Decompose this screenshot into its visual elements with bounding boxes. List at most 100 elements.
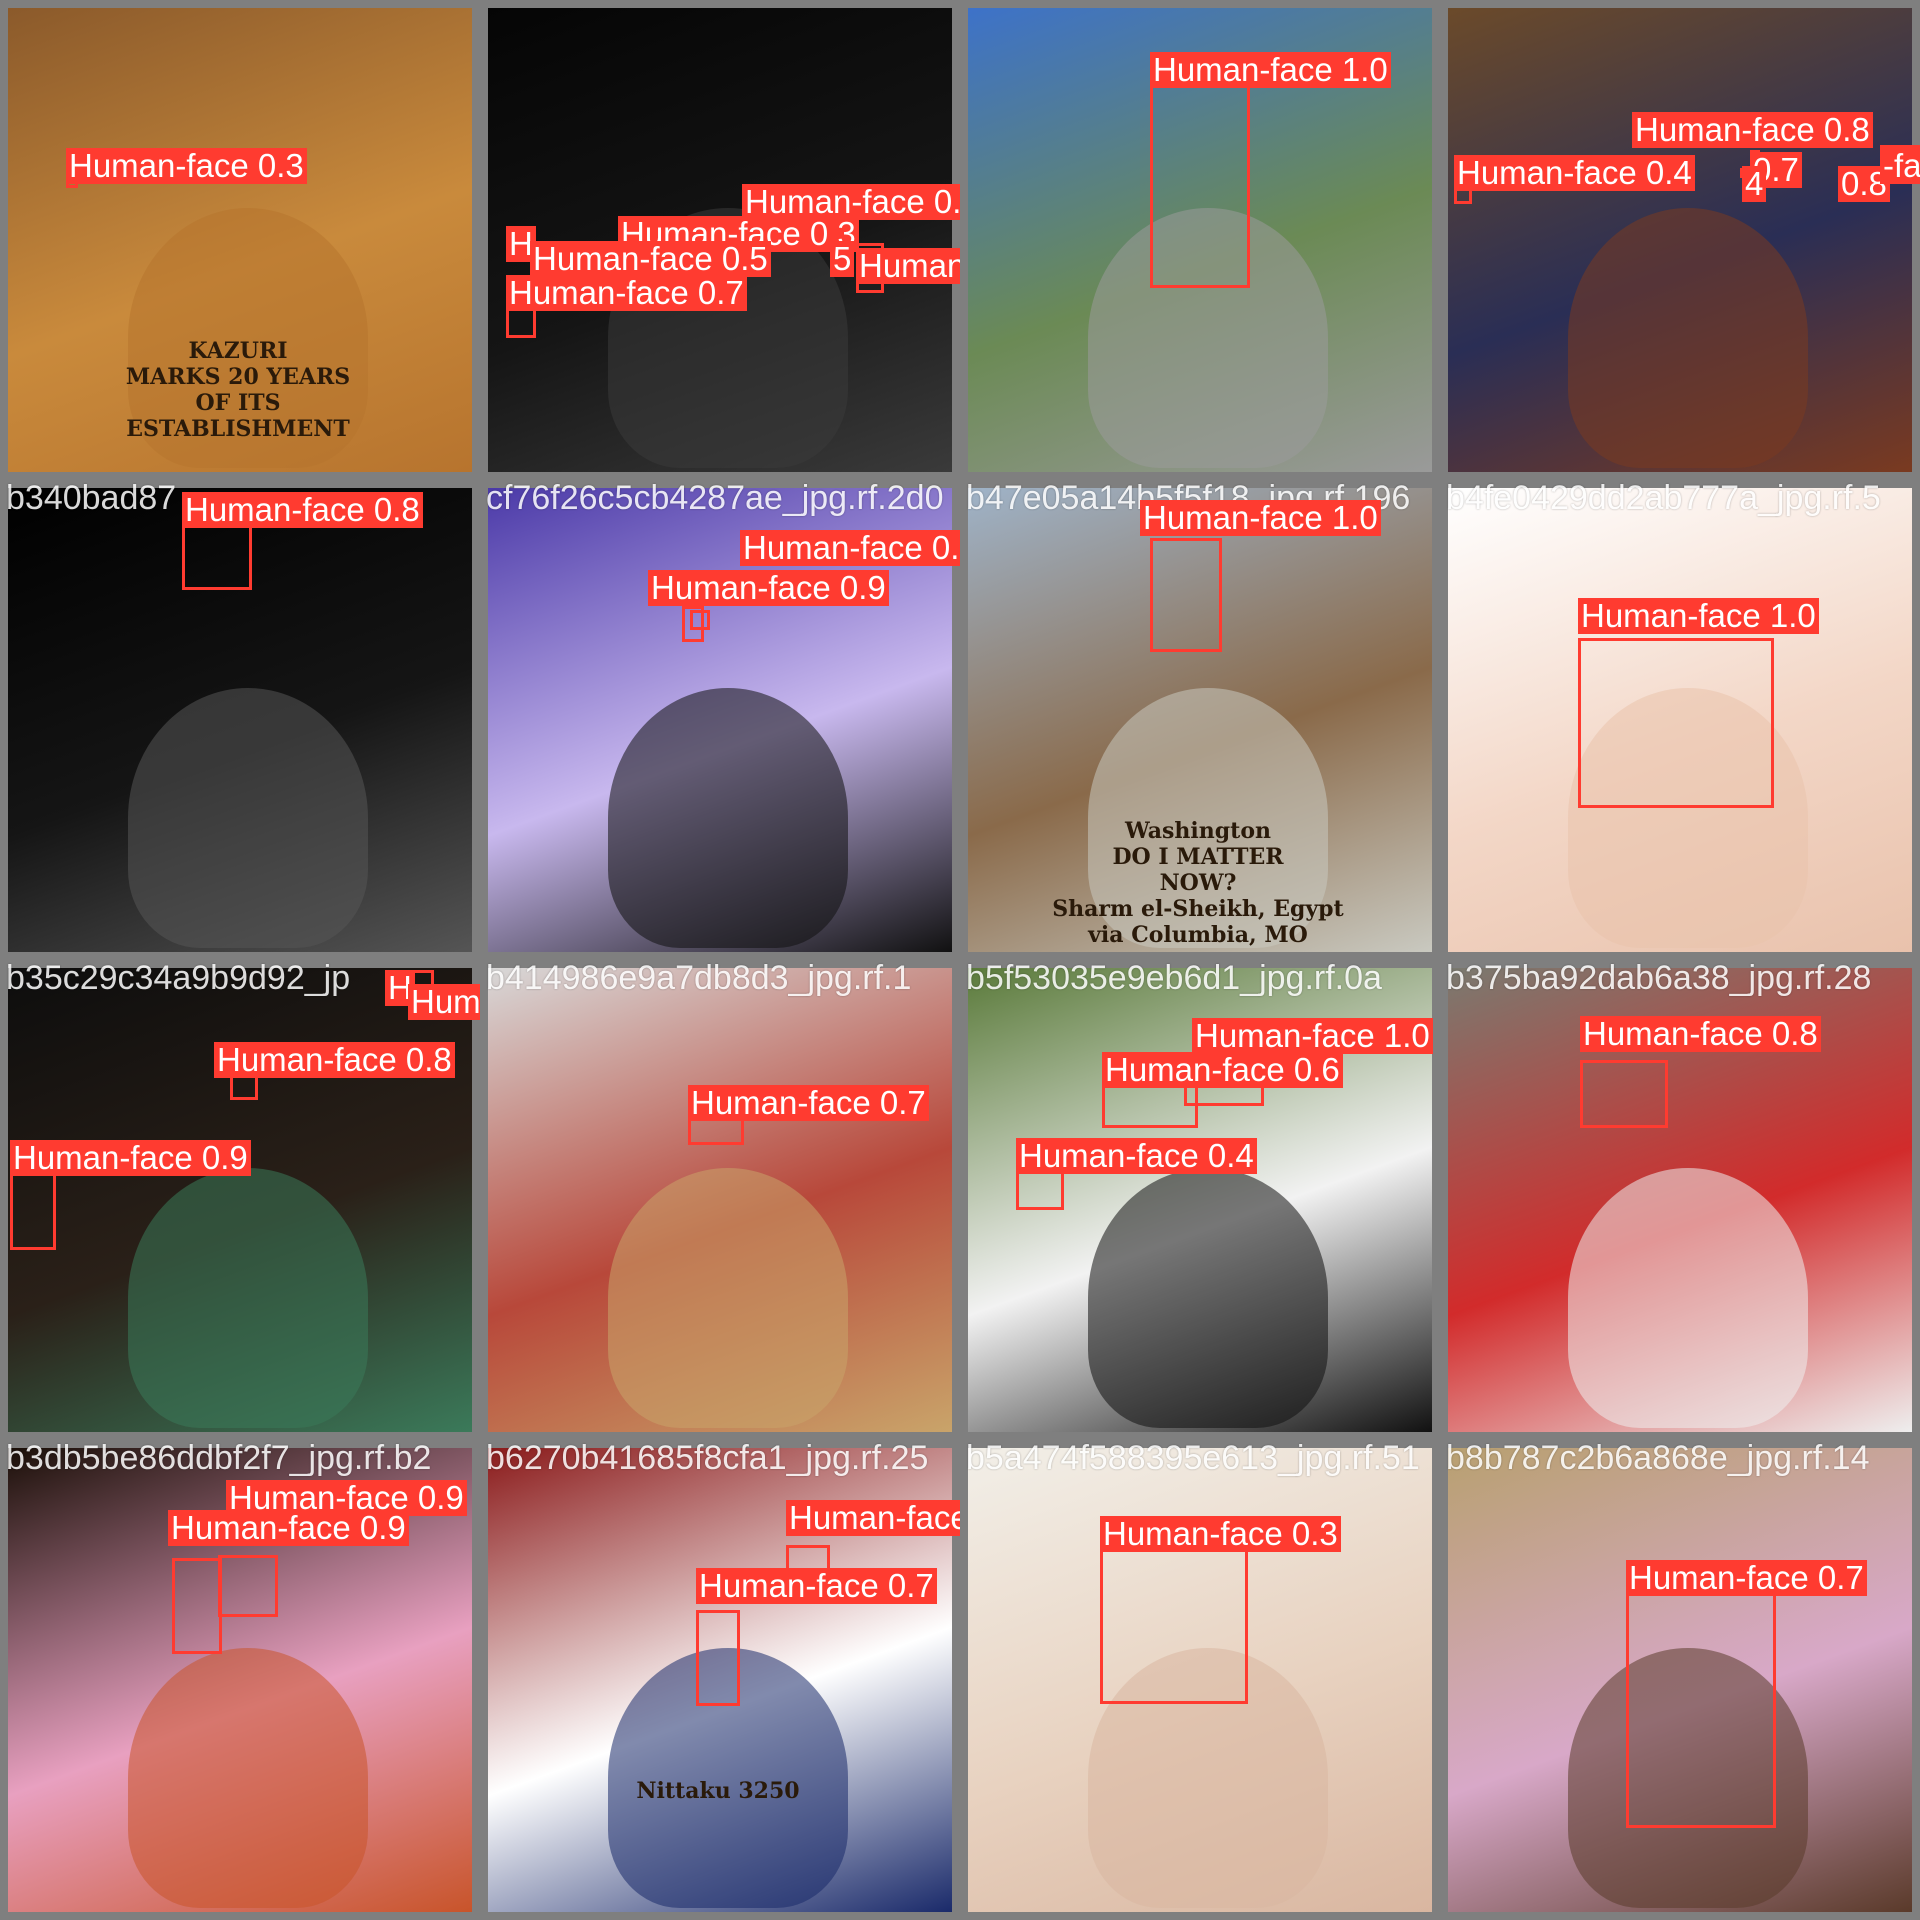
image-tile: Human-face 1.0 xyxy=(960,0,1440,480)
detection-label: Human-face 0.4 xyxy=(1016,1138,1257,1174)
detection-label: Human-face 0.9 xyxy=(648,570,889,606)
scene-text-line: DO I MATTER xyxy=(1112,844,1284,870)
image-tile: b8b787c2b6a868e_jpg.rf.14 Human-face 0.7 xyxy=(1440,1440,1920,1920)
tile-photo: Washington DO I MATTER NOW? Sharm el-Sheikh… xyxy=(968,488,1432,952)
image-filename: b5a474f588395e613_jpg.rf.51 xyxy=(966,1440,1420,1477)
scene-blob xyxy=(128,1648,368,1908)
scene-text: Nittaku 3250 xyxy=(568,1778,868,1804)
detection-label: Human-face 0.8 xyxy=(1632,112,1873,148)
image-filename: b340bad87 xyxy=(6,480,177,517)
tile-photo xyxy=(488,968,952,1432)
scene-blob xyxy=(1088,688,1328,948)
scene-text-line: MARKS 20 YEARS xyxy=(125,364,351,390)
scene-text: Washington DO I MATTER NOW? Sharm el-Sheikh… xyxy=(1048,818,1348,948)
scene-text-line: Nittaku 3250 xyxy=(636,1778,800,1804)
detection-label: Human-face 1.0 xyxy=(1150,52,1391,88)
face-bounding-box xyxy=(1150,538,1222,652)
detection-label: Human-face 1.0 xyxy=(1192,1018,1433,1054)
detection-label: Human-face 0.9 xyxy=(786,1500,960,1536)
scene-blob xyxy=(1088,1168,1328,1428)
detection-label: Human-face 1.0 xyxy=(1140,500,1381,536)
tile-photo xyxy=(8,968,472,1432)
image-tile: Human-face 0.8 Human-face 0.3 H Human-face … xyxy=(480,0,960,480)
detection-label: -fa xyxy=(1880,148,1920,184)
detection-label: Human-face 0.8 xyxy=(182,492,423,528)
scene-blob xyxy=(1088,1648,1328,1908)
detection-label: Human-face 1.0 xyxy=(1578,598,1819,634)
detection-label: Human-face 0.7 xyxy=(1626,1560,1867,1596)
detection-label: 5 xyxy=(830,241,855,277)
tile-photo xyxy=(8,488,472,952)
image-filename: b3db5be86ddbf2f7_jpg.rf.b2 xyxy=(6,1440,432,1477)
image-tile: b375ba92dab6a38_jpg.rf.28 Human-face 0.8 xyxy=(1440,960,1920,1440)
detection-label: Human-face 0.5 xyxy=(530,241,771,277)
detection-label: Human-face 0.9 xyxy=(168,1510,409,1546)
scene-blob xyxy=(128,1168,368,1428)
detection-label: Human-face 0.3 xyxy=(1100,1516,1341,1552)
detection-label: Human-face 0.4 xyxy=(1454,155,1695,191)
detection-label: Human-face 0.7 xyxy=(506,275,747,311)
face-bounding-box xyxy=(690,610,710,630)
face-bounding-box xyxy=(1580,1060,1668,1128)
scene-text-line: via Columbia, MO xyxy=(1088,922,1308,948)
detection-label: Human-face 0.9 xyxy=(10,1140,251,1176)
image-tile: b5a474f588395e613_jpg.rf.51 Human-face 0.… xyxy=(960,1440,1440,1920)
image-tile: b3db5be86ddbf2f7_jpg.rf.b2 Human-face 0.9… xyxy=(0,1440,480,1920)
face-bounding-box xyxy=(10,1170,56,1250)
scene-blob xyxy=(1568,688,1808,948)
scene-blob xyxy=(608,1168,848,1428)
detection-label: Human-face 0.9 xyxy=(740,530,960,566)
image-tile: cf76f26c5cb4287ae_jpg.rf.2d0 Human-face 0… xyxy=(480,480,960,960)
image-filename: b6270b41685f8cfa1_jpg.rf.25 xyxy=(486,1440,929,1477)
scene-blob xyxy=(1088,208,1328,468)
detection-label: Human-face 0.6 xyxy=(1102,1052,1343,1088)
scene-text-line: OF ITS xyxy=(195,390,281,416)
image-filename: b414986e9a7db8d3_jpg.rf.1 xyxy=(486,960,912,997)
face-bounding-box xyxy=(1626,1572,1776,1828)
tile-photo: KAZURI MARKS 20 YEARS OF ITS ESTABLISHMENT xyxy=(8,8,472,472)
detection-label: Human-face 0.8 xyxy=(856,248,960,284)
scene-text-line: KAZURI xyxy=(188,338,288,364)
image-filename: b375ba92dab6a38_jpg.rf.28 xyxy=(1446,960,1872,997)
image-filename: b35c29c34a9b9d92_jp xyxy=(6,960,351,997)
face-bounding-box xyxy=(696,1610,740,1706)
face-bounding-box xyxy=(172,1558,222,1654)
scene-blob xyxy=(608,688,848,948)
image-filename: b5f53035e9eb6d1_jpg.rf.0a xyxy=(966,960,1382,997)
scene-text-line: ESTABLISHMENT xyxy=(126,416,350,442)
scene-blob xyxy=(1568,1168,1808,1428)
scene-text-line: Sharm el-Sheikh, Egypt xyxy=(1052,896,1344,922)
scene-blob xyxy=(128,208,368,468)
tile-photo xyxy=(1448,8,1912,472)
detection-label: Human-face 0.3 xyxy=(66,148,307,184)
image-filename: b4fe0429dd2ab777a_jpg.rf.5 xyxy=(1446,480,1881,517)
scene-blob xyxy=(1568,208,1808,468)
face-bounding-box xyxy=(1100,1528,1248,1704)
face-bounding-box xyxy=(218,1555,278,1617)
image-tile: b4fe0429dd2ab777a_jpg.rf.5 Human-face 1.0 xyxy=(1440,480,1920,960)
image-tile: Washington DO I MATTER NOW? Sharm el-Sheikh… xyxy=(960,480,1440,960)
image-tile: b5f53035e9eb6d1_jpg.rf.0a Human-face 0.6 H… xyxy=(960,960,1440,1440)
scene-blob xyxy=(608,1648,848,1908)
image-filename: b8b787c2b6a868e_jpg.rf.14 xyxy=(1446,1440,1870,1477)
image-tile: b35c29c34a9b9d92_jpHHuman-face 0.5Human-… xyxy=(0,960,480,1440)
image-tile: Nittaku 3250 b6270b41685f8cfa1_jpg.rf.25 H… xyxy=(480,1440,960,1920)
image-tile: Human-face 0.8 Human-face 0.4 0.7 4 0.8 -fa xyxy=(1440,0,1920,480)
detection-label: Human-face 0.8 xyxy=(742,184,960,220)
scene-text: KAZURI MARKS 20 YEARS OF ITS ESTABLISHMENT xyxy=(88,338,388,442)
detection-label: Human-face 0.7 xyxy=(696,1568,937,1604)
detection-label: Human-face 0.5 xyxy=(408,984,480,1020)
detection-label: Human-face 0.7 xyxy=(688,1085,929,1121)
scene-text-line: NOW? xyxy=(1159,870,1237,896)
scene-blob xyxy=(1568,1648,1808,1908)
tile-photo xyxy=(1448,488,1912,952)
scene-blob xyxy=(128,688,368,948)
detection-label: Human-face 0.8 xyxy=(214,1042,455,1078)
image-tile: KAZURI MARKS 20 YEARS OF ITS ESTABLISHMENT H… xyxy=(0,0,480,480)
detection-label: Human-face 0.8 xyxy=(1580,1016,1821,1052)
detection-label: 4 xyxy=(1742,166,1767,202)
tile-photo xyxy=(1448,1448,1912,1912)
face-bounding-box xyxy=(682,606,704,642)
scene-text-line: Washington xyxy=(1125,818,1271,844)
